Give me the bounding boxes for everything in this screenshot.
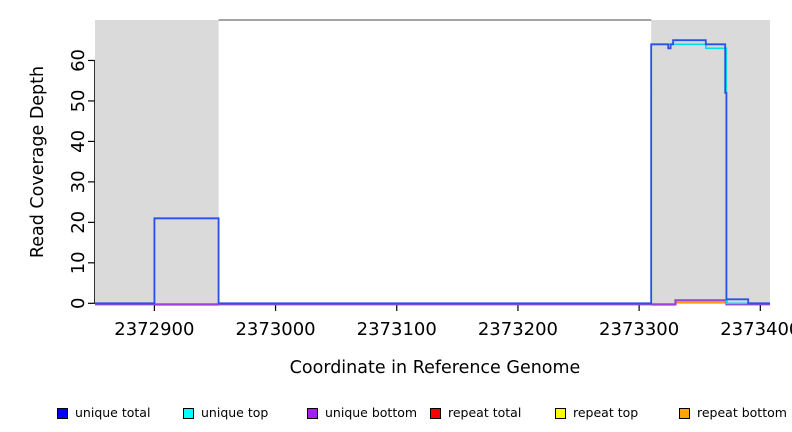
y-tick-label: 20 <box>68 211 89 234</box>
series-unique-bottom-line <box>95 299 770 306</box>
legend-item-unique-total: unique total <box>57 405 150 421</box>
legend-swatch-icon <box>555 407 566 419</box>
y-tick-label: 30 <box>68 170 89 193</box>
legend-label: repeat total <box>448 405 522 420</box>
legend-swatch-icon <box>57 407 68 419</box>
y-tick-label: 0 <box>68 298 89 309</box>
legend-item-unique-bottom: unique bottom <box>307 405 417 421</box>
legend-item-repeat-total: repeat total <box>430 405 521 421</box>
y-tick-label: 50 <box>68 89 89 112</box>
x-tick-label: 2372900 <box>114 319 194 340</box>
x-tick-label: 2373400 <box>720 319 792 340</box>
y-tick-label: 60 <box>68 49 89 72</box>
x-axis-title: Coordinate in Reference Genome <box>289 358 581 378</box>
legend-swatch-icon <box>679 407 690 419</box>
y-tick-label: 40 <box>68 130 89 153</box>
legend-swatch-icon <box>307 407 318 419</box>
legend: unique total unique top unique bottom repea… <box>0 405 792 427</box>
series-unique-total-line <box>95 39 770 305</box>
legend-swatch-icon <box>430 407 441 419</box>
x-tick-label: 2373200 <box>478 319 558 340</box>
y-tick-label: 10 <box>68 251 89 274</box>
legend-item-repeat-bottom: repeat bottom <box>679 405 787 421</box>
legend-label: unique top <box>201 405 269 420</box>
masked-region <box>95 20 219 304</box>
x-tick-label: 2373300 <box>599 319 679 340</box>
legend-item-unique-top: unique top <box>183 405 268 421</box>
legend-label: unique total <box>75 405 151 420</box>
legend-item-repeat-top: repeat top <box>555 405 638 421</box>
x-tick-label: 2373100 <box>357 319 437 340</box>
x-tick-label: 2373000 <box>235 319 315 340</box>
legend-label: unique bottom <box>325 405 418 420</box>
legend-label: repeat bottom <box>697 405 787 420</box>
legend-swatch-icon <box>183 407 194 419</box>
legend-label: repeat top <box>573 405 639 420</box>
masked-region <box>651 20 770 304</box>
y-axis-title: Read Coverage Depth <box>28 65 48 259</box>
